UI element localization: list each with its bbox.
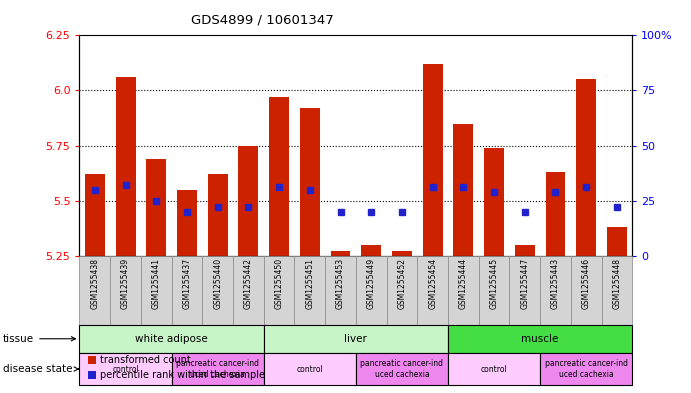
Text: GSM1255449: GSM1255449 (367, 258, 376, 309)
Bar (417, 256, 448, 325)
Text: GSM1255445: GSM1255445 (489, 258, 499, 309)
Bar (264, 353, 356, 385)
Text: GDS4899 / 10601347: GDS4899 / 10601347 (191, 14, 334, 27)
Bar (356, 353, 448, 385)
Bar (115, 77, 135, 256)
Text: GSM1255453: GSM1255453 (336, 258, 345, 309)
Bar (602, 256, 632, 325)
Text: pancreatic cancer-ind
uced cachexia: pancreatic cancer-ind uced cachexia (361, 359, 444, 379)
Text: tissue: tissue (3, 334, 75, 344)
Bar (330, 252, 350, 256)
Bar (79, 325, 264, 353)
Text: control: control (112, 365, 139, 373)
Bar (269, 97, 289, 256)
Bar (386, 256, 417, 325)
Bar (171, 256, 202, 325)
Bar (110, 256, 141, 325)
Bar (392, 252, 412, 256)
Bar (484, 148, 504, 256)
Legend: transformed count, percentile rank within the sample: transformed count, percentile rank withi… (84, 352, 269, 384)
Text: GSM1255447: GSM1255447 (520, 258, 529, 309)
Bar (294, 256, 325, 325)
Text: GSM1255442: GSM1255442 (244, 258, 253, 309)
Bar (571, 256, 602, 325)
Text: muscle: muscle (522, 334, 559, 344)
Bar (177, 190, 197, 256)
Bar (146, 159, 167, 256)
Bar (448, 256, 479, 325)
Text: disease state: disease state (3, 364, 79, 374)
Bar (479, 256, 509, 325)
Text: control: control (296, 365, 323, 373)
Bar (509, 256, 540, 325)
Bar (545, 172, 565, 256)
Bar (264, 256, 294, 325)
Text: GSM1255448: GSM1255448 (612, 258, 621, 309)
Bar (238, 146, 258, 256)
Text: GSM1255443: GSM1255443 (551, 258, 560, 309)
Bar (356, 256, 386, 325)
Bar (300, 108, 320, 256)
Bar (79, 353, 171, 385)
Bar (423, 64, 443, 256)
Bar (515, 245, 535, 256)
Bar (233, 256, 264, 325)
Text: liver: liver (344, 334, 368, 344)
Bar (448, 325, 632, 353)
Text: GSM1255438: GSM1255438 (91, 258, 100, 309)
Text: GSM1255441: GSM1255441 (152, 258, 161, 309)
Text: GSM1255439: GSM1255439 (121, 258, 130, 309)
Text: GSM1255451: GSM1255451 (305, 258, 314, 309)
Bar (141, 256, 171, 325)
Bar (448, 353, 540, 385)
Bar (607, 227, 627, 256)
Text: white adipose: white adipose (135, 334, 208, 344)
Bar (576, 79, 596, 256)
Text: GSM1255452: GSM1255452 (397, 258, 406, 309)
Bar (325, 256, 356, 325)
Text: control: control (481, 365, 507, 373)
Bar (208, 174, 227, 256)
Text: pancreatic cancer-ind
uced cachexia: pancreatic cancer-ind uced cachexia (176, 359, 259, 379)
Bar (171, 353, 264, 385)
Bar (85, 174, 105, 256)
Text: pancreatic cancer-ind
uced cachexia: pancreatic cancer-ind uced cachexia (545, 359, 627, 379)
Text: GSM1255446: GSM1255446 (582, 258, 591, 309)
Text: GSM1255444: GSM1255444 (459, 258, 468, 309)
Bar (264, 325, 448, 353)
Bar (361, 245, 381, 256)
Text: GSM1255450: GSM1255450 (274, 258, 283, 309)
Text: GSM1255437: GSM1255437 (182, 258, 191, 309)
Bar (540, 256, 571, 325)
Bar (79, 256, 110, 325)
Text: GSM1255440: GSM1255440 (213, 258, 223, 309)
Bar (202, 256, 233, 325)
Text: GSM1255454: GSM1255454 (428, 258, 437, 309)
Bar (453, 123, 473, 256)
Bar (540, 353, 632, 385)
